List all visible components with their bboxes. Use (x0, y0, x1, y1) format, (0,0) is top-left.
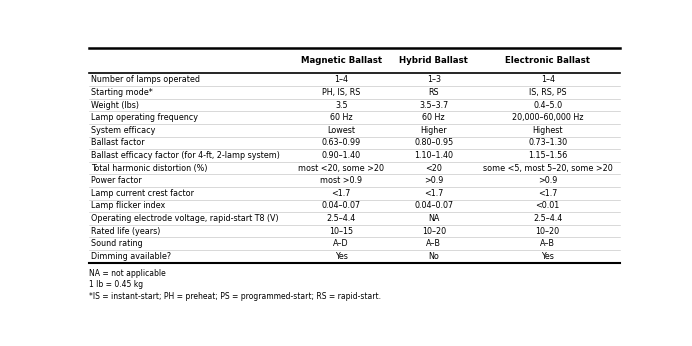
Text: Ballast factor: Ballast factor (91, 138, 145, 147)
Text: Lamp flicker index: Lamp flicker index (91, 201, 165, 210)
Text: RS: RS (428, 88, 439, 97)
Text: 0.04–0.07: 0.04–0.07 (322, 201, 361, 210)
Text: Number of lamps operated: Number of lamps operated (91, 75, 200, 84)
Text: 20,000–60,000 Hz: 20,000–60,000 Hz (512, 113, 583, 122)
Text: A–B: A–B (426, 239, 441, 248)
Text: 0.90–1.40: 0.90–1.40 (322, 151, 361, 160)
Text: Operating electrode voltage, rapid-start T8 (V): Operating electrode voltage, rapid-start… (91, 214, 279, 223)
Text: 1–3: 1–3 (427, 75, 441, 84)
Text: Lamp current crest factor: Lamp current crest factor (91, 189, 194, 198)
Text: 1.10–1.40: 1.10–1.40 (415, 151, 453, 160)
Text: 60 Hz: 60 Hz (422, 113, 445, 122)
Text: 1–4: 1–4 (334, 75, 348, 84)
Text: Highest: Highest (532, 126, 563, 135)
Text: Dimming available?: Dimming available? (91, 252, 172, 261)
Text: Sound rating: Sound rating (91, 239, 143, 248)
Text: 10–20: 10–20 (536, 227, 560, 236)
Text: Lamp operating frequency: Lamp operating frequency (91, 113, 199, 122)
Text: A–D: A–D (334, 239, 349, 248)
Text: 0.73–1.30: 0.73–1.30 (528, 138, 567, 147)
Text: 1–4: 1–4 (540, 75, 555, 84)
Text: 0.4–5.0: 0.4–5.0 (533, 101, 563, 110)
Text: PH, IS, RS: PH, IS, RS (322, 88, 361, 97)
Text: most <20, some >20: most <20, some >20 (298, 164, 384, 173)
Text: <1.7: <1.7 (538, 189, 557, 198)
Text: 10–20: 10–20 (421, 227, 446, 236)
Text: 0.63–0.99: 0.63–0.99 (322, 138, 361, 147)
Text: 2.5–4.4: 2.5–4.4 (533, 214, 563, 223)
Text: 0.80–0.95: 0.80–0.95 (414, 138, 453, 147)
Text: Yes: Yes (335, 252, 347, 261)
Text: >0.9: >0.9 (538, 176, 557, 185)
Text: Magnetic Ballast: Magnetic Ballast (301, 56, 382, 65)
Text: No: No (428, 252, 439, 261)
Text: >0.9: >0.9 (424, 176, 444, 185)
Text: 1 lb = 0.45 kg: 1 lb = 0.45 kg (89, 281, 143, 290)
Text: System efficacy: System efficacy (91, 126, 156, 135)
Text: 2.5–4.4: 2.5–4.4 (327, 214, 356, 223)
Text: most >0.9: most >0.9 (320, 176, 363, 185)
Text: *IS = instant-start; PH = preheat; PS = programmed-start; RS = rapid-start.: *IS = instant-start; PH = preheat; PS = … (89, 292, 381, 301)
Text: Starting mode*: Starting mode* (91, 88, 153, 97)
Text: Rated life (years): Rated life (years) (91, 227, 161, 236)
Text: Total harmonic distortion (%): Total harmonic distortion (%) (91, 164, 208, 173)
Text: 10–15: 10–15 (329, 227, 354, 236)
Text: <1.7: <1.7 (331, 189, 351, 198)
Text: NA = not applicable: NA = not applicable (89, 269, 166, 278)
Text: 1.15–1.56: 1.15–1.56 (528, 151, 567, 160)
Text: 3.5: 3.5 (335, 101, 347, 110)
Text: Electronic Ballast: Electronic Ballast (505, 56, 590, 65)
Text: Hybrid Ballast: Hybrid Ballast (399, 56, 468, 65)
Text: 60 Hz: 60 Hz (330, 113, 352, 122)
Text: Lowest: Lowest (327, 126, 355, 135)
Text: NA: NA (428, 214, 439, 223)
Text: some <5, most 5–20, some >20: some <5, most 5–20, some >20 (483, 164, 612, 173)
Text: 3.5–3.7: 3.5–3.7 (419, 101, 448, 110)
Text: Yes: Yes (541, 252, 554, 261)
Text: 0.04–0.07: 0.04–0.07 (415, 201, 453, 210)
Text: <0.01: <0.01 (536, 201, 560, 210)
Text: Power factor: Power factor (91, 176, 142, 185)
Text: IS, RS, PS: IS, RS, PS (529, 88, 567, 97)
Text: Weight (lbs): Weight (lbs) (91, 101, 139, 110)
Text: <20: <20 (426, 164, 442, 173)
Text: <1.7: <1.7 (424, 189, 444, 198)
Text: Ballast efficacy factor (for 4-ft, 2-lamp system): Ballast efficacy factor (for 4-ft, 2-lam… (91, 151, 280, 160)
Text: A–B: A–B (540, 239, 555, 248)
Text: Higher: Higher (421, 126, 447, 135)
